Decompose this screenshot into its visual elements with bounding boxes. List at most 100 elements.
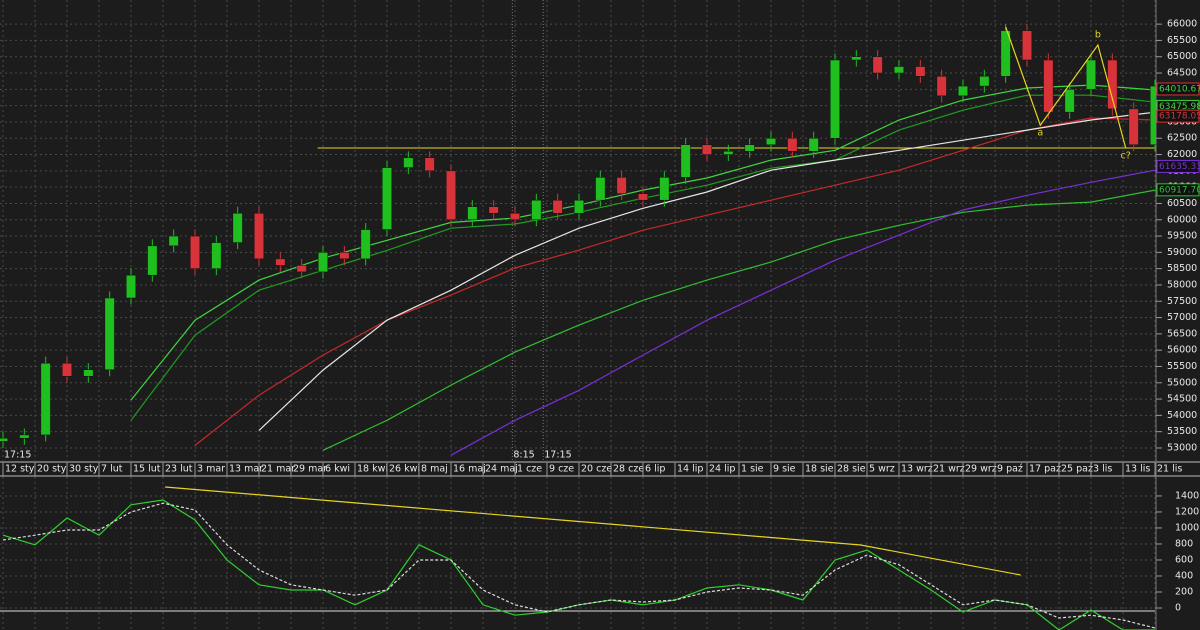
y-tick-label: 400 [1175,570,1193,581]
price-label: 60917.70 [1159,185,1200,195]
x-tick-label: 3 lis [1093,464,1112,475]
candle-body [851,56,862,61]
x-tick-label: 17 paź [1029,464,1061,475]
wave-label: b [1095,29,1101,40]
candle-body [637,193,649,201]
x-tick-label: 28 cze [613,464,644,475]
x-tick-label: 14 lip [677,464,703,475]
candle-body [808,137,819,152]
y-tick-label: 200 [1175,586,1193,597]
candle-body [1021,30,1033,61]
y-tick-label: 65000 [1167,51,1197,62]
price-label: 61635.33 [1159,162,1200,172]
y-tick-label: 59000 [1167,247,1197,258]
x-tick-label: 9 paź [997,464,1023,475]
x-tick-label: 12 sty [5,464,35,475]
price-label-box [1156,183,1200,197]
price-panel: a b c? [0,0,1156,462]
candle-body [488,206,499,214]
candle-body [467,206,478,221]
candle-body [787,137,798,152]
candle-body [595,177,606,201]
y-tick-label: 1000 [1175,522,1199,533]
y-tick-label: 57000 [1167,312,1197,323]
session-label: 8:15 [513,450,534,461]
candle-body [573,199,585,214]
y-tick-label: 53000 [1167,442,1197,453]
candle-body [1000,30,1011,77]
moving-average [258,111,1156,431]
candle-body [723,151,734,155]
y-tick-label: 59500 [1167,231,1197,242]
x-tick-label: 24 maj [485,464,518,475]
candle-body [957,85,969,97]
x-tick-label: 20 sty [37,464,67,475]
candle-body [339,252,350,260]
candle-body [189,235,201,269]
candle-body [253,212,265,260]
wave-line [1005,26,1127,149]
x-tick-label: 21 mar [261,464,295,475]
candle-body [275,258,286,266]
x-tick-label: 23 lut [165,464,193,475]
price-label: 63178.05 [1159,112,1200,122]
candle-body [147,245,158,276]
x-tick-label: 13 wrz [901,464,933,475]
oscillator-line [2,502,1156,629]
candle-body [317,252,329,273]
y-tick-label: 58000 [1167,279,1197,290]
candle-body [61,362,73,377]
candle-body [83,369,94,377]
candle-body [979,76,990,87]
y-tick-label: 58500 [1167,263,1197,274]
candle-body [1085,59,1097,90]
y-tick-label: 62500 [1167,133,1197,144]
wave-label: a [1037,128,1043,139]
candle-body [915,66,926,77]
x-tick-label: 9 cze [549,464,574,475]
candle-body [893,66,905,74]
candle-body [829,59,841,139]
candle-body [701,144,713,155]
candle-body [872,56,883,74]
y-tick-label: 60500 [1167,198,1197,209]
candle-body [0,437,9,442]
candle-body [445,170,457,221]
candle-body [1064,89,1075,113]
session-label: 17:15 [4,450,31,461]
axes: 12 sty 20 sty 30 sty 7 lut 15 lut 23 lut 3 mar… [2,19,1200,613]
candle-body [232,212,243,243]
y-tick-label: 1400 [1175,490,1199,501]
price-label-box [1156,82,1200,96]
candle-body [104,297,115,370]
moving-average [194,117,1156,446]
trend-line [165,486,1021,576]
y-tick-label: 54000 [1167,410,1197,421]
candle-body [552,199,563,214]
session-label: 17:15 [544,450,571,461]
candle-body [424,157,435,172]
x-tick-label: 16 maj [453,464,486,475]
candle-body [19,434,30,439]
x-tick-label: 3 mar [197,464,225,475]
x-tick-label: 24 lip [709,464,735,475]
x-tick-label: 1 cze [517,464,542,475]
x-tick-label: 6 lip [645,464,665,475]
x-tick-label: 21 wrz [933,464,965,475]
y-tick-label: 62000 [1167,149,1197,160]
candle-body [211,242,222,269]
candle-body [1043,59,1054,113]
price-label: 64010.67 [1159,84,1200,94]
x-tick-label: 29 wrz [965,464,997,475]
candle-body [1128,108,1139,146]
x-tick-label: 13 lis [1125,464,1150,475]
x-tick-label: 6 kwi [325,464,350,475]
y-tick-label: 56500 [1167,328,1197,339]
y-tick-label: 66000 [1167,19,1197,30]
candle-body [531,199,542,221]
y-tick-label: 64500 [1167,68,1197,79]
oscillator-panel [0,477,1156,630]
candle-body [680,144,691,178]
candle-body [168,235,179,247]
